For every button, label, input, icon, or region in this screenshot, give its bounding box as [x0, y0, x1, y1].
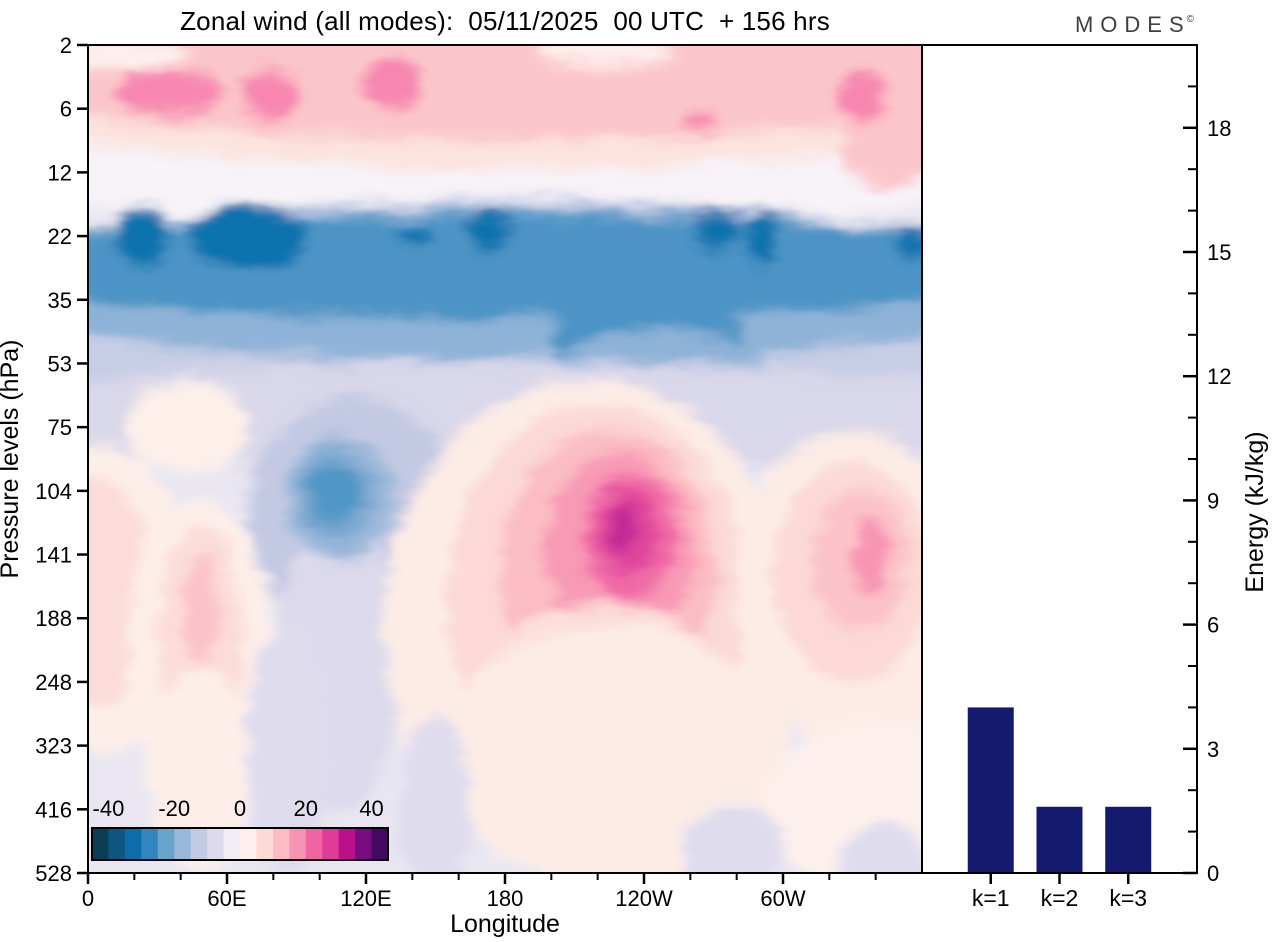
y-tick-label: 6 [60, 97, 72, 122]
wind-feature [393, 224, 434, 245]
energy-axis-title: Energy (kJ/kg) [1241, 431, 1269, 592]
colorbar-tick-label: 0 [234, 796, 246, 821]
x-tick-label: 120W [615, 886, 673, 911]
energy-tick-label: 12 [1207, 364, 1231, 389]
y-tick-label: 2 [60, 33, 72, 58]
y-tick-label: 22 [48, 224, 72, 249]
colorbar-segment [223, 828, 241, 860]
colorbar: -40 -20 0 20 40 [91, 796, 389, 861]
colorbar-segment [190, 828, 208, 860]
wind-feature [468, 205, 509, 254]
wind-feature [683, 111, 721, 132]
colorbar-segment [305, 828, 323, 860]
colorbar-segment [174, 828, 192, 860]
y-tick-label: 12 [48, 160, 72, 185]
panel-background [922, 45, 1197, 873]
y-tick-label: 323 [35, 734, 72, 759]
wind-feature [537, 45, 678, 67]
wind-feature [438, 627, 789, 873]
wind-feature [114, 204, 172, 265]
wind-feature [851, 517, 889, 594]
x-tick-label: 60W [760, 886, 805, 911]
energy-tick-label: 0 [1207, 861, 1219, 886]
wind-feature [612, 501, 636, 553]
x-tick-label: 120E [340, 886, 391, 911]
energy-tick-label: 15 [1207, 240, 1231, 265]
modes-logo-text: MODES [1074, 12, 1191, 37]
wind-feature [690, 209, 743, 250]
main-plot-axes: 2 6 12 22 35 53 75 104 141 188 248 323 416 528 0 60E 120… [35, 33, 923, 911]
wind-feature [88, 45, 189, 70]
wind-feature [306, 463, 360, 523]
colorbar-segment [240, 828, 258, 860]
colorbar-segment [108, 828, 126, 860]
colorbar-frame [91, 827, 389, 861]
y-tick-label: 528 [35, 861, 72, 886]
wind-feature [836, 823, 922, 873]
x-tick-label: 0 [82, 886, 94, 911]
energy-tick-label: 6 [1207, 613, 1219, 638]
colorbar-segment [289, 828, 307, 860]
modes-logo: MODES© [1075, 12, 1194, 38]
k-category-label: k=3 [1109, 885, 1147, 911]
energy-bar-panel: k=1 k=2 k=3 0 3 6 9 12 15 18 [921, 44, 1231, 911]
x-tick-label: 60E [207, 886, 246, 911]
wind-feature [246, 619, 330, 873]
colorbar-tick-label: -40 [93, 796, 125, 821]
colorbar-segment [371, 828, 389, 860]
energy-bar [967, 707, 1014, 873]
energy-bar [1036, 806, 1083, 873]
colorbar-tick-label: -20 [158, 796, 190, 821]
k-category-label: k=2 [1041, 885, 1079, 911]
wind-feature [746, 209, 776, 267]
wind-feature [148, 670, 252, 871]
y-tick-label: 188 [35, 606, 72, 631]
colorbar-segment [322, 828, 340, 860]
figure-title: Zonal wind (all modes): 05/11/2025 00 UT… [180, 6, 830, 36]
colorbar-segment [355, 828, 373, 860]
wind-feature [189, 204, 307, 270]
y-tick-label: 53 [48, 351, 72, 376]
wind-feature [680, 805, 785, 873]
y-tick-label: 75 [48, 415, 72, 440]
colorbar-segment [256, 828, 274, 860]
colorbar-segment [141, 828, 159, 860]
colorbar-tick-label: 40 [359, 796, 383, 821]
wind-feature [399, 714, 471, 873]
copyright-mark: © [1186, 14, 1194, 25]
colorbar-segment [157, 828, 175, 860]
energy-tick-label: 18 [1207, 116, 1231, 141]
wind-feature [114, 69, 225, 115]
colorbar-segment [338, 828, 356, 860]
y-tick-label: 104 [35, 479, 72, 504]
y-axis-title: Pressure levels (hPa) [0, 340, 24, 579]
zonal-wind-field [88, 45, 922, 873]
energy-bar [1105, 806, 1152, 873]
x-tick-label: 180 [487, 886, 524, 911]
y-tick-label: 248 [35, 670, 72, 695]
colorbar-segment [272, 828, 290, 860]
wind-feature [838, 69, 887, 125]
colorbar-segment [92, 828, 110, 860]
y-tick-label: 141 [35, 543, 72, 568]
wind-feature [362, 57, 421, 109]
k-category-label: k=1 [972, 885, 1010, 911]
wind-feature [239, 69, 300, 118]
wind-feature [891, 230, 922, 261]
colorbar-tick-label: 20 [294, 796, 318, 821]
y-tick-label: 416 [35, 797, 72, 822]
y-tick-label: 35 [48, 288, 72, 313]
colorbar-segment [124, 828, 142, 860]
x-axis-title: Longitude [450, 910, 560, 938]
wind-feature [182, 557, 223, 662]
wind-feature [126, 380, 250, 474]
colorbar-segment [207, 828, 225, 860]
energy-tick-label: 9 [1207, 488, 1219, 513]
energy-tick-label: 3 [1207, 737, 1219, 762]
